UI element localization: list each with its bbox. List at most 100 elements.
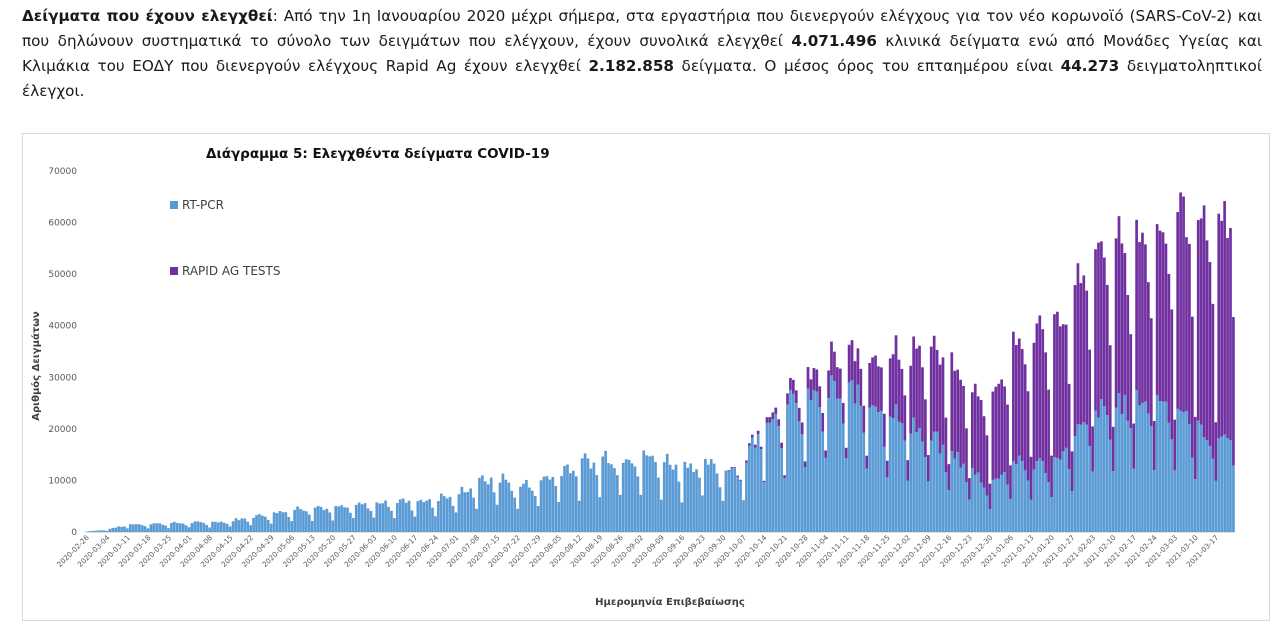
bar-rtpcr bbox=[451, 505, 455, 532]
bar-rtpcr bbox=[792, 393, 795, 532]
bar-rapid-ag bbox=[739, 479, 742, 481]
bar-rtpcr bbox=[824, 457, 827, 532]
y-tick-label: 10000 bbox=[48, 476, 77, 486]
bar-rapid-ag bbox=[1152, 420, 1156, 471]
bar-rtpcr bbox=[704, 458, 707, 532]
bar-rtpcr bbox=[1038, 458, 1042, 532]
bar-rapid-ag bbox=[762, 480, 766, 483]
bar-rtpcr bbox=[988, 509, 992, 532]
bar-rtpcr bbox=[973, 474, 977, 532]
bar-rtpcr bbox=[126, 528, 129, 532]
bar-rapid-ag bbox=[1164, 243, 1168, 402]
bar-rtpcr bbox=[1094, 410, 1097, 532]
bar-rapid-ag bbox=[1100, 241, 1103, 400]
bar-rtpcr bbox=[891, 418, 895, 532]
bar-rtpcr bbox=[733, 468, 737, 532]
bar-rtpcr bbox=[258, 514, 261, 532]
bar-rtpcr bbox=[360, 504, 364, 532]
bar-rtpcr bbox=[214, 521, 217, 532]
bar-rtpcr bbox=[698, 477, 701, 532]
bar-rtpcr bbox=[419, 499, 423, 532]
bar-rtpcr bbox=[838, 398, 842, 532]
bar-rtpcr bbox=[982, 487, 986, 532]
bar-rapid-ag bbox=[783, 475, 786, 479]
bar-rtpcr bbox=[425, 500, 429, 532]
bar-rtpcr bbox=[1190, 457, 1194, 532]
bar-rapid-ag bbox=[756, 430, 760, 435]
bar-rtpcr bbox=[598, 497, 602, 532]
bar-rtpcr bbox=[90, 530, 94, 532]
bar-rapid-ag bbox=[956, 369, 959, 453]
bar-rtpcr bbox=[1117, 393, 1121, 532]
bar-rtpcr bbox=[557, 501, 561, 532]
bar-rtpcr bbox=[844, 458, 848, 532]
bar-rtpcr bbox=[827, 398, 830, 532]
bar-rtpcr bbox=[777, 426, 781, 532]
bar-rtpcr bbox=[1164, 401, 1168, 532]
bar-rapid-ag bbox=[1097, 242, 1100, 418]
intro-text-2: κλινικά δείγματα ενώ από Μονάδες Υγείας … bbox=[22, 32, 1262, 75]
bar-rapid-ag bbox=[1208, 262, 1212, 446]
bar-rtpcr bbox=[1076, 424, 1080, 532]
bar-rtpcr bbox=[349, 512, 352, 532]
bar-rapid-ag bbox=[1132, 423, 1136, 469]
bar-rapid-ag bbox=[1155, 224, 1159, 396]
chart-panel: Διάγραμμα 5: Ελεγχθέντα δείγματα COVID-1… bbox=[22, 133, 1270, 621]
bar-rtpcr bbox=[234, 518, 238, 532]
bar-rtpcr bbox=[187, 527, 191, 532]
bar-rtpcr bbox=[231, 521, 235, 532]
bar-rtpcr bbox=[131, 524, 135, 532]
bar-rtpcr bbox=[316, 505, 320, 532]
bar-rapid-ag bbox=[1082, 275, 1086, 423]
bar-rtpcr bbox=[340, 505, 343, 532]
bar-rtpcr bbox=[1108, 439, 1112, 532]
bar-rapid-ag bbox=[1014, 345, 1018, 464]
bar-rtpcr bbox=[539, 480, 543, 532]
bar-rtpcr bbox=[1226, 438, 1229, 532]
bar-rapid-ag bbox=[1217, 213, 1221, 439]
bar-rapid-ag bbox=[815, 369, 819, 392]
bar-rapid-ag bbox=[1185, 237, 1188, 411]
bar-rapid-ag bbox=[1229, 228, 1232, 441]
bar-rtpcr bbox=[897, 421, 901, 532]
bar-rtpcr bbox=[390, 510, 393, 532]
bar-rtpcr bbox=[1176, 408, 1180, 532]
bar-rtpcr bbox=[437, 501, 440, 532]
bar-rapid-ag bbox=[900, 368, 904, 424]
bar-rtpcr bbox=[932, 431, 936, 532]
bar-rtpcr bbox=[510, 490, 514, 532]
bar-rtpcr bbox=[284, 512, 288, 532]
bar-rtpcr bbox=[346, 507, 349, 532]
y-tick-label: 20000 bbox=[48, 425, 77, 435]
bar-rtpcr bbox=[915, 432, 918, 532]
bar-rtpcr bbox=[1182, 412, 1185, 532]
bar-rapid-ag bbox=[979, 400, 983, 483]
bar-rtpcr bbox=[178, 523, 182, 532]
bar-rtpcr bbox=[701, 495, 704, 532]
bar-rtpcr bbox=[1012, 460, 1015, 532]
bar-rtpcr bbox=[894, 404, 898, 532]
bar-rtpcr bbox=[1205, 440, 1209, 532]
bar-rtpcr bbox=[1126, 420, 1130, 532]
bar-rapid-ag bbox=[759, 446, 763, 450]
bar-rtpcr bbox=[563, 465, 566, 532]
bar-rtpcr bbox=[571, 470, 575, 532]
bar-rtpcr bbox=[806, 388, 810, 532]
bar-rapid-ag bbox=[1146, 282, 1150, 414]
bar-rapid-ag bbox=[1138, 242, 1141, 406]
bar-rtpcr bbox=[968, 499, 971, 532]
bar-rapid-ag bbox=[789, 377, 792, 390]
bar-rtpcr bbox=[759, 449, 763, 532]
legend-swatch-rapid bbox=[170, 267, 178, 275]
bar-rtpcr bbox=[190, 523, 194, 532]
bar-rtpcr bbox=[290, 521, 294, 532]
bar-rapid-ag bbox=[994, 386, 998, 479]
bar-rapid-ag bbox=[882, 413, 886, 447]
bar-rtpcr bbox=[269, 523, 273, 532]
bar-rtpcr bbox=[99, 530, 103, 532]
bar-rtpcr bbox=[1079, 424, 1083, 532]
bar-rapid-ag bbox=[947, 464, 951, 491]
bar-rapid-ag bbox=[838, 368, 842, 399]
bar-rtpcr bbox=[161, 524, 164, 532]
bar-rtpcr bbox=[841, 423, 845, 532]
